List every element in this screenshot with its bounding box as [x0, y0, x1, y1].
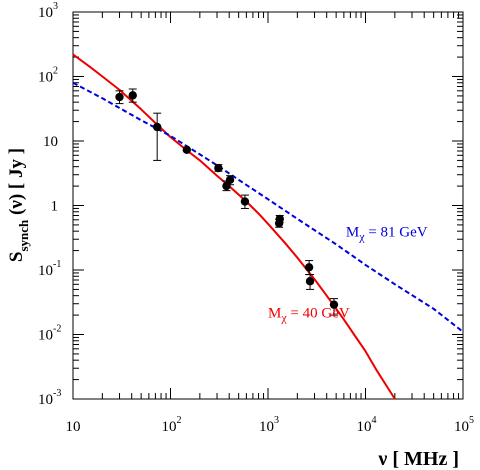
y-tick-label: 103 [38, 1, 58, 21]
data-point [214, 163, 223, 173]
x-tick-labels: 10 102 103 104 105 [66, 415, 475, 435]
annotation-red-mass: Mχ = 40 GeV [268, 305, 350, 324]
annotation-blue-mass: Mχ = 81 GeV [346, 225, 428, 244]
data-point [222, 181, 231, 191]
y-tick-label: 1 [51, 199, 59, 215]
data-point [275, 214, 284, 224]
y-axis-title-tail: (ν) [ Jy ] [6, 148, 27, 220]
data-point [329, 300, 339, 309]
data-point [305, 277, 315, 286]
x-tick-label: 103 [259, 415, 279, 435]
data-point [182, 145, 192, 155]
y-axis-title-sub: synch [16, 219, 31, 252]
model-curve-blue-dashed [72, 81, 464, 333]
annotations: Mχ = 81 GeV Mχ = 40 GeV [268, 225, 428, 325]
data-point [152, 122, 162, 132]
series-layer [72, 53, 464, 400]
x-axis-title: ν [ MHz ] [377, 448, 459, 470]
y-tick-label: 10-3 [38, 388, 61, 408]
plot-area-border [72, 11, 464, 400]
x-tick-label: 105 [454, 415, 474, 435]
x-tick-label: 10 [66, 419, 81, 435]
data-point [128, 91, 137, 100]
model-curve-red-solid [72, 53, 396, 400]
axis-ticks [72, 12, 463, 400]
y-tick-label: 102 [38, 66, 58, 86]
y-axis-title-main: S [6, 252, 27, 263]
y-axis-title: Ssynch (ν) [ Jy ] [6, 148, 31, 262]
plot-frame [72, 11, 464, 400]
y-tick-label: 10-1 [38, 259, 61, 279]
x-tick-label: 102 [162, 415, 182, 435]
data-point [225, 175, 235, 185]
y-tick-labels: 10-3 10-2 10-1 1 10 102 103 [38, 1, 61, 408]
y-tick-label: 10 [43, 134, 58, 150]
data-point [304, 263, 314, 272]
data-point [240, 197, 250, 206]
x-tick-label: 104 [357, 415, 377, 435]
data-point [115, 92, 124, 102]
y-tick-label: 10-2 [38, 324, 61, 344]
